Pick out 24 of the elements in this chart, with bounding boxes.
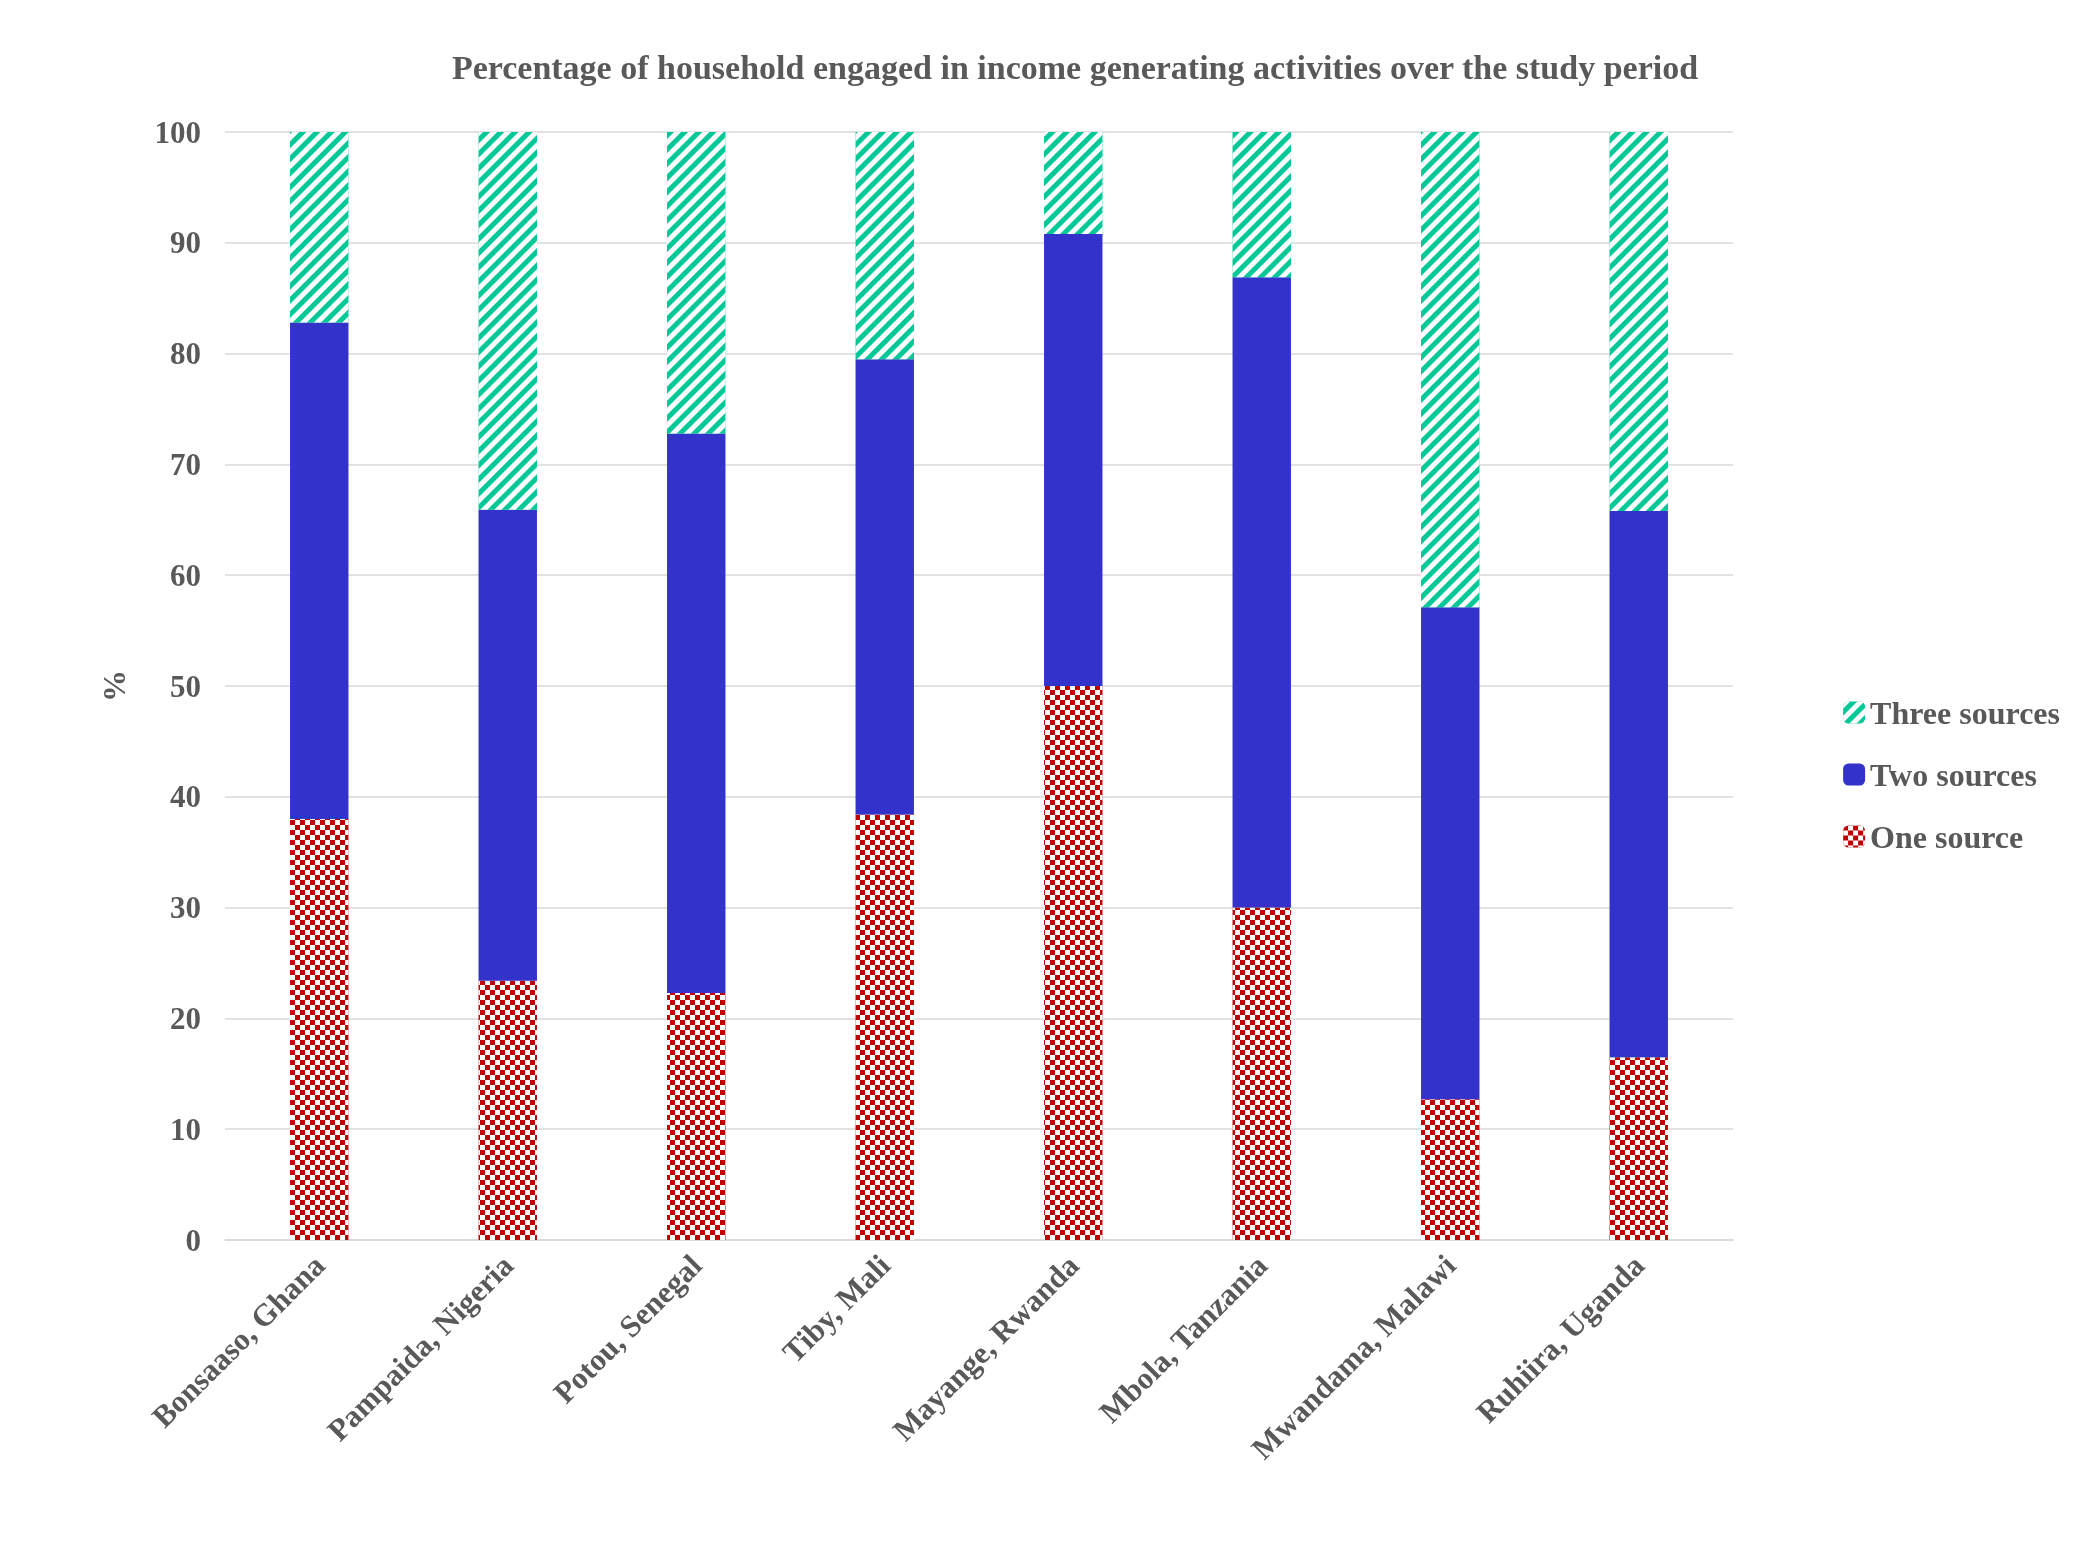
legend-label: One source [1870,818,2024,855]
bar [667,433,726,993]
bar [1609,510,1668,1058]
y-tick-label: 20 [170,1000,201,1036]
y-tick-label: 60 [170,557,201,593]
legend-label: Three sources [1870,694,2060,731]
y-tick-label: 50 [170,668,201,704]
y-tick-label: 10 [170,1111,201,1147]
bar [1232,277,1291,908]
bar [478,509,537,981]
bar [290,322,349,819]
y-tick-label: 70 [170,446,201,482]
bar [1044,233,1103,686]
y-tick-label: 100 [154,114,201,150]
y-tick-label: 80 [170,336,201,372]
bar [1421,607,1480,1100]
chart-title: Percentage of household engaged in income generating activities over the study period [451,48,1699,86]
legend-label: Two sources [1870,756,2037,793]
y-tick-label: 40 [170,779,201,815]
y-tick-label: 90 [170,225,201,261]
y-axis-title: % [96,670,132,702]
y-tick-label: 0 [185,1222,201,1258]
y-tick-label: 30 [170,890,201,926]
bar [855,359,914,815]
